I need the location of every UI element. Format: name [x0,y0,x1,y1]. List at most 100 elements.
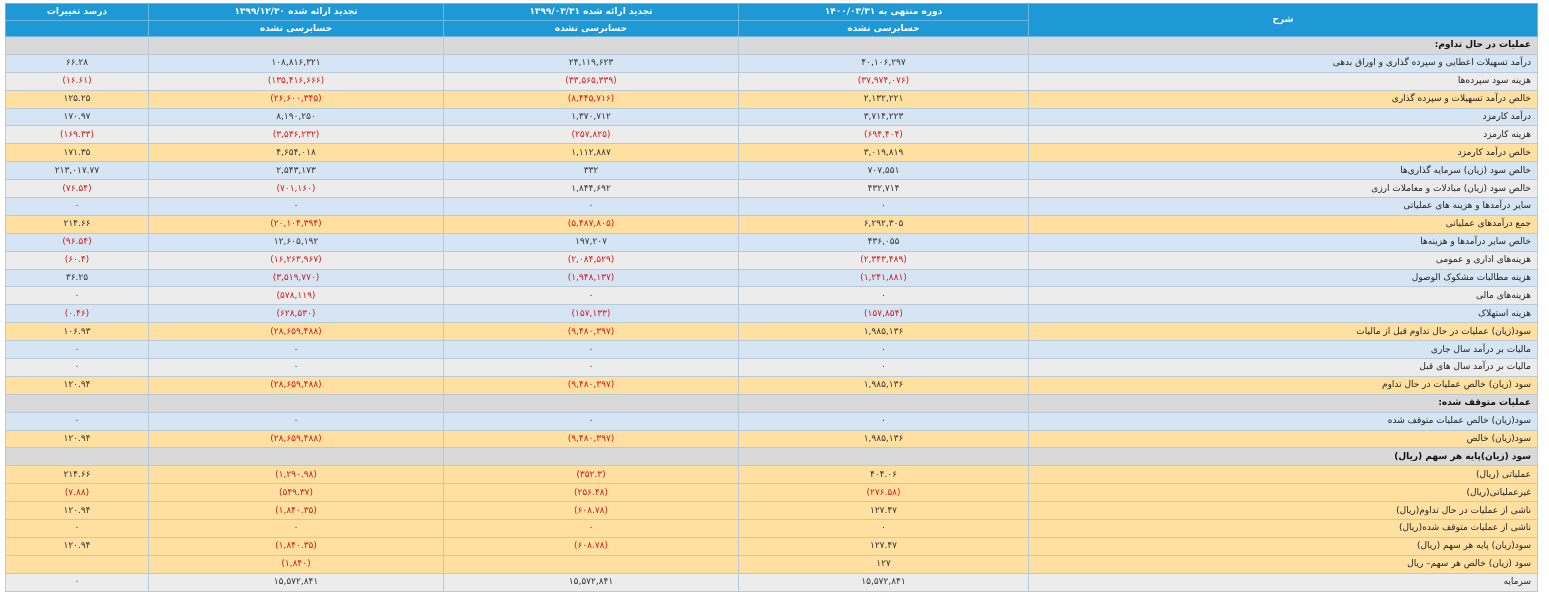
row-value-y1: (۵,۴۸۷,۸۰۵) [443,214,739,234]
row-value-y2: ۰ [148,358,444,377]
row-value-pct: (۹۶.۵۴) [5,232,149,252]
row-value-y1: ۱۹۷,۲۰۷ [443,232,739,252]
row-value-y1: (۹,۴۸۰,۳۹۷) [443,375,739,395]
row-value-cur: (۱,۲۴۱,۸۸۱) [738,268,1029,288]
row-description: سود(زیان) خالص [1028,429,1538,449]
row-value-y2: (۲۸,۶۵۹,۴۸۸) [148,322,444,342]
row-value-pct: ۱۲۰.۹۴ [5,536,149,556]
row-value-y1: ۰ [443,411,739,431]
row-value-y2: (۲۸,۶۵۹,۴۸۸) [148,429,444,449]
row-value-pct: ۱۰۶.۹۳ [5,322,149,342]
row-value-cur: ۴۳۶,۰۵۵ [738,232,1029,252]
row-value-y1: (۳۳,۵۶۵,۳۳۹) [443,71,739,91]
row-description: سود(زیان) خالص عملیات متوقف شده [1028,411,1538,431]
row-value-y1 [443,36,739,55]
table-row: ۱۲۰.۹۴ (۲۸,۶۵۹,۴۸۸) (۹,۴۸۰,۳۹۷) ۱,۹۸۵,۱۳۶ سو… [5,429,1538,449]
row-description: هزینه‌های اداری و عمومی [1028,250,1538,270]
table-row: ۶۶.۲۸ ۱۰۸,۸۱۶,۳۲۱ ۲۴,۱۱۹,۶۲۳ ۴۰,۱۰۶,۲۹۷ درآم… [5,53,1538,73]
table-row: (۱,۸۴۰) ۱۲۷ سود (زیان) خالص هر سهم– ریال [5,554,1538,574]
row-description: غیرعملیاتی(ریال) [1028,483,1538,503]
row-value-y2: (۱,۸۴۰) [148,554,444,574]
header-period-1400-03-31: دوره منتهی به ۱۴۰۰/۰۳/۳۱ [738,3,1029,21]
row-description: هزینه‌های مالی [1028,286,1538,306]
row-value-y2: (۵۷۸,۱۱۹) [148,286,444,306]
row-value-cur: ۰ [738,411,1029,431]
row-value-pct [5,393,149,413]
row-value-y1: ۰ [443,286,739,306]
income-statement-table: درصد تغییرات تجدید ارائه شده ۱۳۹۹/۱۲/۳۰ … [5,3,1538,592]
row-value-pct: ۲۱۴.۶۶ [5,214,149,234]
row-value-y1: (۱۵۷,۱۳۳) [443,304,739,324]
row-value-y1: ۳۳۲ [443,161,739,181]
row-value-y2: ۸,۱۹۰,۲۵۰ [148,107,444,127]
row-value-y2: (۶۲۸,۵۳۰) [148,304,444,324]
row-value-y2: ۰ [148,197,444,216]
row-description: ناشی از عملیات متوقف شده(ریال) [1028,519,1538,538]
table-row: (۷۶.۵۴) (۷۰۱,۱۶۰) ۱,۸۴۴,۶۹۲ ۴۳۲,۷۱۴ خالص سود… [5,179,1538,199]
row-value-pct: ۱۲۵.۲۵ [5,89,149,109]
row-value-y2: ۱۲,۶۰۵,۱۹۲ [148,232,444,252]
row-description: سود (زیان) خالص هر سهم– ریال [1028,554,1538,574]
row-value-cur: ۳,۷۱۴,۲۲۳ [738,107,1029,127]
row-value-cur: ۲,۱۳۲,۲۲۱ [738,89,1029,109]
table-row: ۰ (۵۷۸,۱۱۹) ۰ ۰ هزینه‌های مالی [5,286,1538,306]
row-value-pct: (۷.۸۸) [5,483,149,503]
row-value-y2: (۲۰,۱۰۴,۳۹۴) [148,214,444,234]
table-row: ۱۲۰.۹۴ (۱,۸۴۰.۳۵) (۶۰۸.۷۸) ۱۲۷.۴۷ سود(زیان) … [5,536,1538,556]
header-description: شرح [1028,3,1538,37]
section-header-row: عملیات در حال تداوم: [5,36,1538,55]
row-value-y2: (۱,۲۹۰.۹۸) [148,465,444,485]
row-value-cur: ۱۲۷ [738,554,1029,574]
row-value-pct: ۱۲۰.۹۴ [5,501,149,521]
row-value-y2: (۲۸,۶۵۹,۴۸۸) [148,375,444,395]
row-value-y1: ۱,۱۱۲,۸۸۷ [443,143,739,163]
row-value-y1 [443,447,739,467]
table-row: ۰ ۰ ۰ ۰ مالیات بر درآمد سال جاری [5,340,1538,360]
row-value-y2: (۵۴۹.۳۷) [148,483,444,503]
row-value-cur: ۰ [738,340,1029,360]
row-value-y2: (۱۳۵,۴۱۶,۶۶۶) [148,71,444,91]
row-description: سود (زیان)پایه هر سهم (ریال) [1028,447,1538,467]
row-value-cur: ۱,۹۸۵,۱۳۶ [738,375,1029,395]
row-value-pct: ۰ [5,572,149,592]
financial-table-container: درصد تغییرات تجدید ارائه شده ۱۳۹۹/۱۲/۳۰ … [5,3,1538,592]
row-value-cur: (۶۹۴,۴۰۴) [738,125,1029,145]
row-value-pct [5,554,149,574]
table-row: (۶۰.۴) (۱۶,۲۶۳,۹۶۷) (۲,۰۸۴,۵۲۹) (۲,۳۴۳,۴۸۹)… [5,250,1538,270]
row-description: عملیاتی (ریال) [1028,465,1538,485]
row-value-pct: ۰ [5,358,149,377]
row-value-cur: ۷۰۷,۵۵۱ [738,161,1029,181]
row-value-pct: (۶۰.۴) [5,250,149,270]
row-value-y1: ۱,۸۴۴,۶۹۲ [443,179,739,199]
row-value-y1: (۸,۴۴۵,۷۱۶) [443,89,739,109]
row-value-y2: ۱۰۸,۸۱۶,۳۲۱ [148,53,444,73]
row-value-y2: (۳,۵۳۶,۲۳۲) [148,125,444,145]
row-value-y2: (۲۶,۶۰۰,۳۴۵) [148,89,444,109]
row-value-y2: (۱۶,۲۶۳,۹۶۷) [148,250,444,270]
row-value-y1: (۳۵۲.۳) [443,465,739,485]
row-value-cur: (۲۷۶.۵۸) [738,483,1029,503]
row-value-pct: ۰ [5,519,149,538]
header-change-percent: درصد تغییرات [5,3,149,21]
row-description: هزینه سود سپرده‌ها [1028,71,1538,91]
row-description: خالص سایر درآمدها و هزینه‌ها [1028,232,1538,252]
row-description: خالص سود (زیان) مبادلات و معاملات ارزی [1028,179,1538,199]
row-value-y2: ۱۵,۵۷۲,۸۴۱ [148,572,444,592]
row-value-y1: (۶۰۸.۷۸) [443,501,739,521]
row-value-pct: ۱۷۰.۹۷ [5,107,149,127]
row-value-pct: ۳۶.۲۵ [5,268,149,288]
header-sub-empty [5,20,149,37]
row-value-cur: (۱۵۷,۸۵۴) [738,304,1029,324]
row-value-pct: ۲۱۴.۶۶ [5,465,149,485]
row-value-cur: ۰ [738,519,1029,538]
row-value-pct: (۱۶۹.۳۳) [5,125,149,145]
row-value-cur: ۰ [738,197,1029,216]
row-value-cur [738,393,1029,413]
row-value-y1: (۲۵۷,۸۲۵) [443,125,739,145]
row-value-cur: ۴۳۲,۷۱۴ [738,179,1029,199]
row-description: مالیات بر درآمد سال های قبل [1028,358,1538,377]
row-description: عملیات متوقف شده: [1028,393,1538,413]
row-value-cur: ۱,۹۸۵,۱۳۶ [738,429,1029,449]
row-description: سود(زیان) عملیات در حال تداوم قبل از مال… [1028,322,1538,342]
table-row: ۲۱۴.۶۶ (۲۰,۱۰۴,۳۹۴) (۵,۴۸۷,۸۰۵) ۶,۲۹۲,۳۰۵ جم… [5,214,1538,234]
